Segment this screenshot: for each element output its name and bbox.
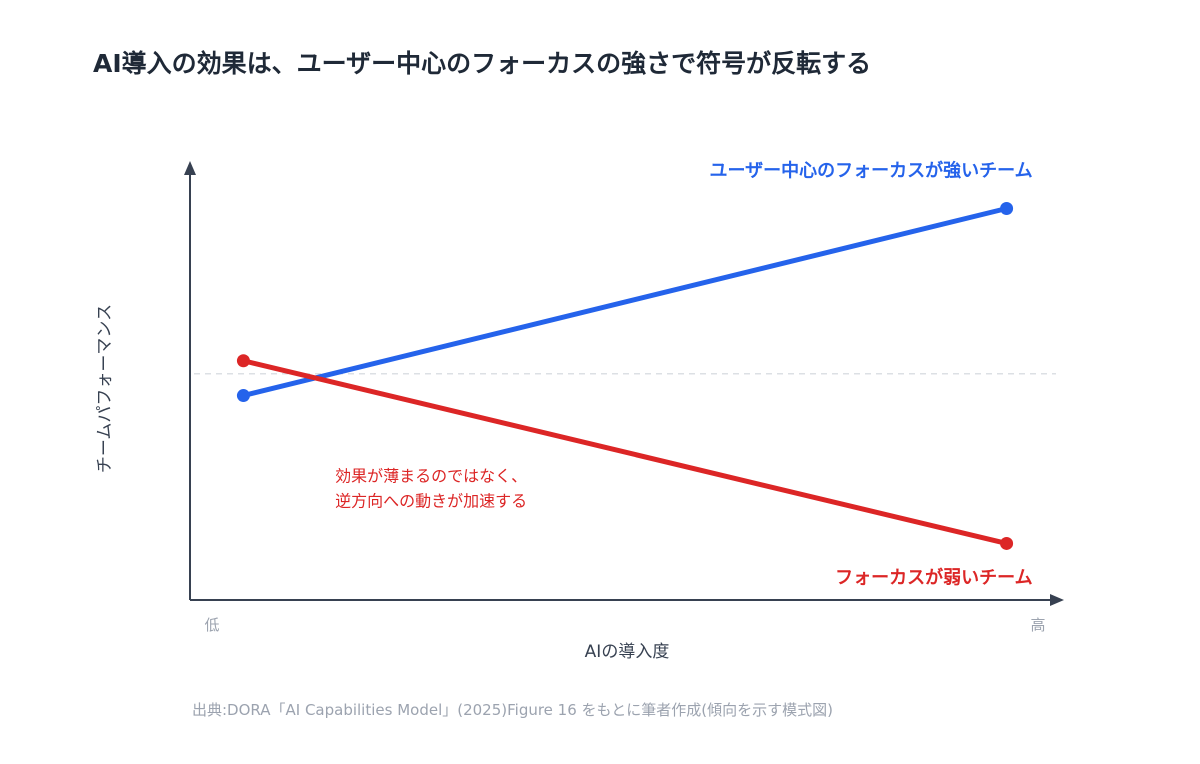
y-axis-label: チームパフォーマンス: [95, 304, 115, 473]
series-label-0: ユーザー中心のフォーカスが強いチーム: [709, 160, 1032, 182]
source-note: 出典:DORA「AI Capabilities Model」(2025)Figu…: [192, 701, 833, 719]
series-1-point-high: [1000, 536, 1014, 550]
series-0-point-low: [236, 389, 250, 403]
x-axis-label: AIの導入度: [585, 642, 670, 662]
series-line-0: [240, 206, 1010, 399]
annotation-0-line-0: 効果が薄まるのではなく、: [335, 466, 527, 485]
series-line-1: [240, 358, 1010, 546]
series-layer: [236, 202, 1014, 550]
x-tick-label-high: 高: [1030, 616, 1045, 634]
y-axis-arrow: [184, 161, 196, 175]
series-0-point-high: [1000, 202, 1014, 215]
chart-axes: 低 高 AIの導入度 チームパフォーマンス: [95, 161, 1064, 662]
annotation-0-line-1: 逆方向への動きが加速する: [335, 491, 527, 510]
page-title: AI導入の効果は、ユーザー中心のフォーカスの強さで符号が反転する: [93, 49, 872, 78]
series-1-point-low: [236, 354, 250, 368]
series-label-1: フォーカスが弱いチーム: [835, 566, 1032, 588]
x-axis-arrow: [1050, 594, 1064, 606]
x-tick-label-low: 低: [204, 616, 219, 634]
